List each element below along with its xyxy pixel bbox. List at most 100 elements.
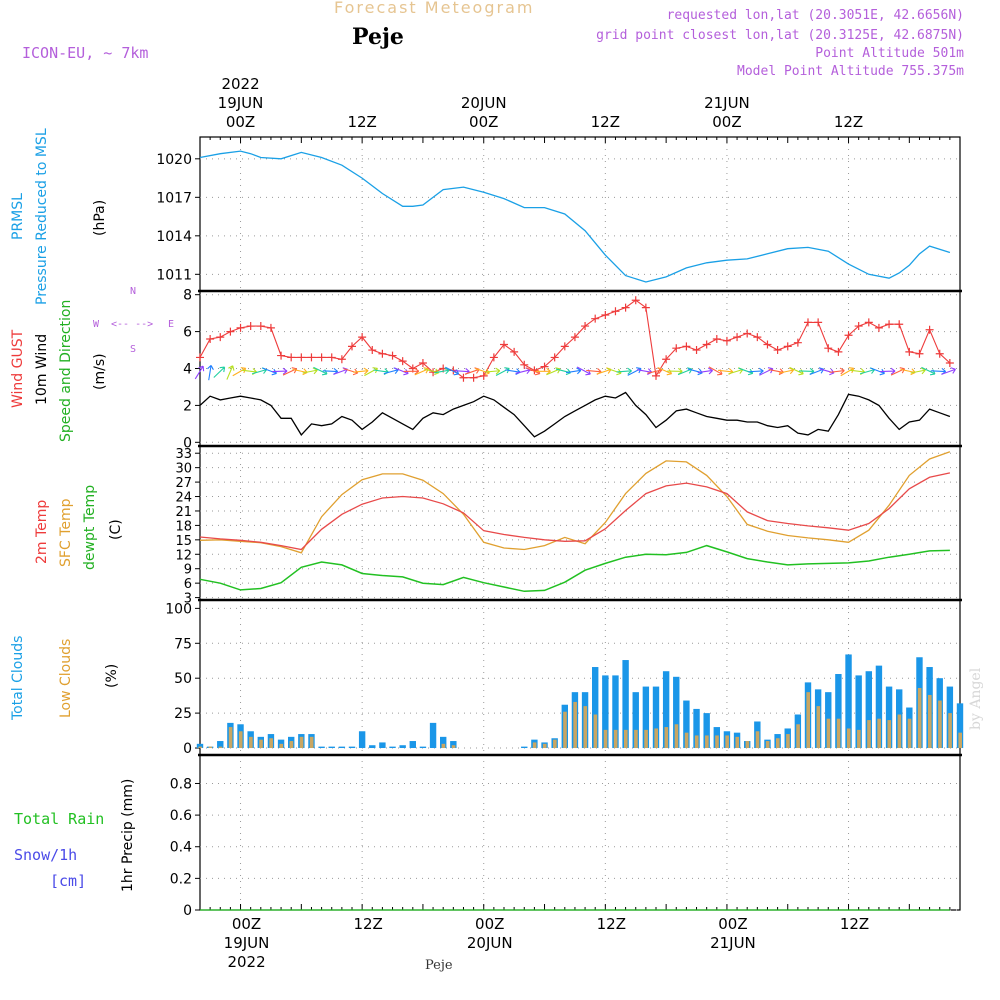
total-clouds-bar (348, 746, 356, 749)
low-clouds-bar (269, 738, 273, 749)
gust-marker (712, 334, 721, 343)
low-clouds-bar (624, 729, 628, 749)
y-tick-label: 0 (183, 741, 192, 757)
gust-marker (652, 371, 660, 380)
gust-marker (804, 318, 812, 327)
wind-arrow-shape (353, 367, 369, 375)
gust-marker (236, 323, 245, 332)
total-clouds-bar (389, 746, 396, 749)
top-time-label: 19JUN (218, 94, 264, 112)
y-tick-label: 18 (175, 519, 192, 534)
bottom-time-label: 12Z (353, 915, 382, 933)
y-tick-label: 30 (175, 462, 192, 477)
total-clouds-bar (217, 741, 224, 749)
low-clouds-bar (634, 729, 638, 749)
y-tick-label: 1011 (156, 267, 192, 283)
gust-marker (814, 318, 823, 327)
total-clouds-bar (602, 675, 609, 749)
low-clouds-bar (603, 729, 608, 749)
y-tick-label: 50 (174, 671, 192, 687)
gust-marker (540, 362, 549, 371)
low-clouds-bar (563, 711, 567, 749)
wind-direction-arrow (364, 367, 379, 377)
gust-marker (743, 329, 752, 338)
low-clouds-bar (745, 741, 750, 749)
gust-marker (287, 353, 296, 362)
top-time-label: 2022 (221, 75, 259, 93)
compass-we: <-- --> (111, 319, 154, 330)
wind-arrow-shape (213, 366, 226, 378)
wind-arrow-shape (941, 367, 956, 375)
low-clouds-bar (299, 736, 304, 749)
total-clouds-bar (683, 700, 690, 749)
low-clouds-bar (796, 724, 800, 749)
total-clouds-bar (612, 675, 619, 749)
wind-arrow-shape (819, 368, 835, 376)
gust-marker (469, 373, 478, 382)
low-clouds-bar (259, 739, 263, 749)
low-clouds-bar (654, 728, 658, 749)
bottom-time-label: 21JUN (710, 934, 756, 952)
gust-marker (601, 310, 610, 319)
compass-w: W (93, 319, 100, 330)
y-tick-label: 27 (175, 476, 192, 491)
wind-arrow-shape (343, 368, 359, 376)
gust-marker (722, 336, 731, 345)
wind-arrow-shape (302, 367, 318, 375)
low-clouds-bar (674, 724, 679, 749)
low-clouds-bar (846, 728, 851, 749)
rain-label: Total Rain (14, 810, 105, 828)
low-clouds-bar (928, 694, 932, 749)
gust-marker (348, 342, 356, 351)
total-clouds-bar (429, 722, 437, 749)
wind-direction-arrow (829, 367, 845, 375)
low-clouds-bar (228, 727, 233, 749)
low-clouds-bar (826, 718, 831, 749)
low-clouds-bar (715, 735, 719, 749)
wind-direction-arrow (213, 366, 226, 378)
compass-n: N (130, 286, 137, 297)
y-tick-label: 21 (175, 505, 192, 520)
point-altitude: Point Altitude 501m (815, 46, 964, 61)
wind-arrow-shape (748, 367, 764, 375)
wind-direction-arrow (434, 367, 450, 375)
bottom-time-label: 12Z (597, 915, 626, 933)
gust-marker (570, 333, 579, 342)
wind-arrow-shape (717, 368, 734, 375)
pressure-line (199, 150, 951, 283)
compass-e: E (168, 319, 175, 330)
low-clouds-bar (279, 743, 284, 749)
top-time-label: 12Z (347, 113, 376, 131)
low-clouds-bar (583, 706, 588, 749)
wind-direction-arrow (921, 366, 936, 376)
low-clouds-bar (644, 729, 648, 749)
gust-marker (327, 353, 336, 362)
wind-direction-arrow (880, 367, 896, 375)
low-clouds-bar (613, 729, 618, 749)
bottom-time-label: 12Z (840, 915, 869, 933)
gust-marker (915, 349, 924, 358)
wind-arrow-shape (535, 367, 551, 375)
gust-marker (935, 349, 944, 358)
low-clouds-bar (309, 736, 314, 749)
gust-marker (692, 346, 701, 355)
wind-arrow-shape (364, 367, 379, 377)
bottom-time-label: 19JUN (224, 934, 270, 952)
snow-label: Snow/1h (14, 846, 78, 864)
wind-arrow-shape (555, 368, 572, 376)
compass-s: S (130, 344, 137, 355)
total-clouds-bar (440, 736, 447, 749)
wind-direction-arrow (687, 368, 703, 376)
wind-arrow-shape (282, 367, 298, 376)
gust-marker (621, 303, 630, 312)
total-clouds-bar (855, 675, 862, 749)
bottom-time-label: 20JUN (467, 934, 513, 952)
total-clouds-bar (673, 676, 680, 749)
wind-direction-arrow (403, 367, 420, 375)
low-clouds-bar (948, 713, 952, 749)
gust-marker (500, 340, 508, 349)
wind-direction-arrow (302, 367, 318, 375)
gridpoint-coords: grid point closest lon,lat (20.3125E, 42… (596, 28, 964, 43)
gust-marker (206, 334, 215, 343)
low-clouds-bar (684, 732, 689, 749)
